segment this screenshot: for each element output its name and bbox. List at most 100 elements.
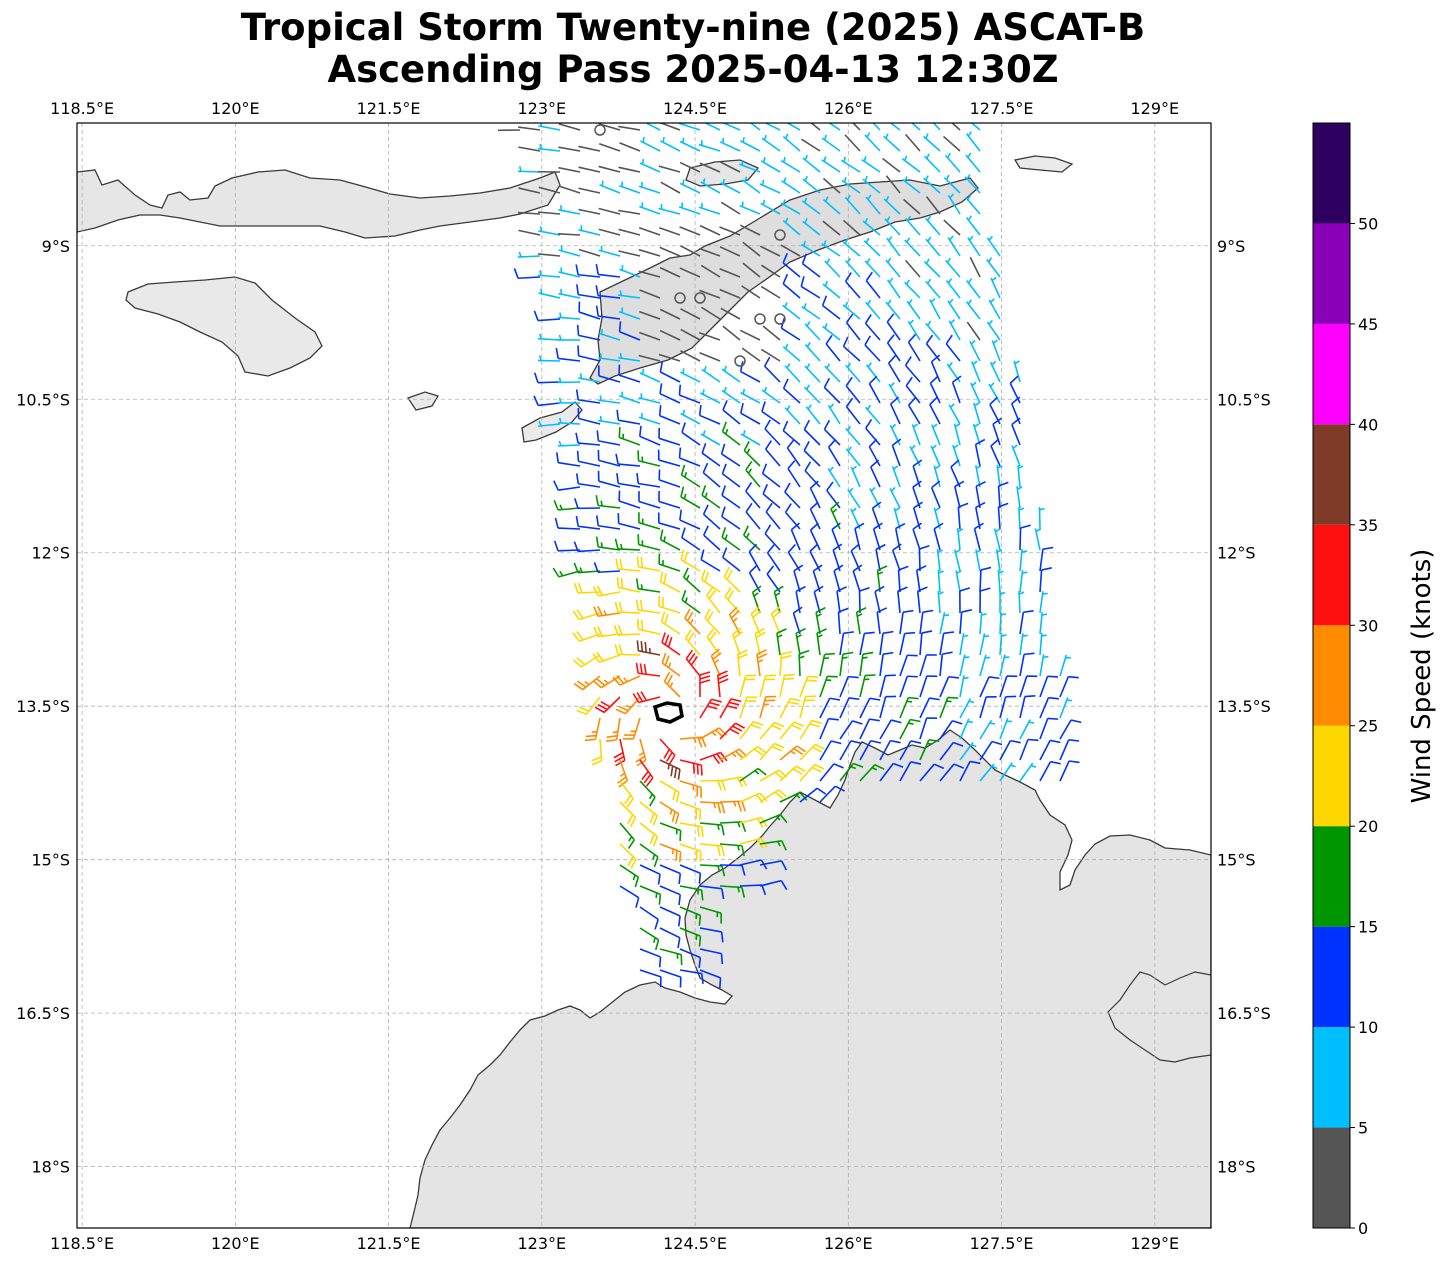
wind-barb xyxy=(606,717,621,742)
wind-barb xyxy=(576,324,601,341)
wind-barb xyxy=(679,801,702,821)
wind-barb xyxy=(557,417,581,425)
wind-barb xyxy=(679,969,704,984)
wind-barb xyxy=(897,586,908,614)
wind-barb xyxy=(863,237,881,257)
wind-barb xyxy=(970,123,981,131)
wind-barb xyxy=(1019,738,1039,761)
map-area xyxy=(77,123,1211,1228)
wind-barb xyxy=(759,860,788,871)
wind-barb xyxy=(638,425,661,446)
wind-barb xyxy=(538,288,561,299)
wind-barb xyxy=(819,785,845,803)
wind-barb xyxy=(533,395,561,407)
wind-barb xyxy=(680,245,701,257)
wind-barb xyxy=(886,236,901,257)
wind-barb xyxy=(883,195,901,215)
wind-barb xyxy=(575,389,601,404)
wind-barb xyxy=(679,509,701,530)
wind-barb xyxy=(743,440,761,467)
wind-barb xyxy=(614,644,641,656)
wind-barb xyxy=(865,299,881,320)
wind-barb xyxy=(741,347,761,362)
colorbar-bin xyxy=(1313,123,1350,224)
wind-barb xyxy=(852,564,863,593)
wind-barb xyxy=(698,331,721,341)
wind-barb xyxy=(1059,760,1080,782)
wind-barb xyxy=(975,465,982,488)
wind-barb xyxy=(518,126,541,131)
wind-barb xyxy=(638,512,661,530)
wind-barb xyxy=(739,745,767,761)
wind-barb xyxy=(979,696,997,719)
wind-barb xyxy=(578,225,601,236)
wind-barb xyxy=(868,438,881,467)
wind-barb xyxy=(719,800,747,812)
lon-tick-label: 129°E xyxy=(1130,99,1179,118)
wind-barb xyxy=(899,609,914,635)
wind-barb xyxy=(990,276,1001,299)
wind-barb xyxy=(739,159,761,173)
wind-barb xyxy=(827,403,841,425)
wind-barb xyxy=(659,822,682,841)
wind-barb xyxy=(915,565,927,593)
wind-barb xyxy=(950,123,961,131)
wind-barb xyxy=(925,196,941,215)
wind-barb xyxy=(1019,695,1036,719)
wind-barb xyxy=(617,513,641,530)
australia-mainland xyxy=(409,729,1211,1228)
wind-barb xyxy=(971,360,981,383)
wind-barb xyxy=(635,578,661,593)
wind-barb xyxy=(861,156,881,173)
colorbar-frame xyxy=(1312,122,1351,1229)
wind-barb xyxy=(865,404,881,425)
wind-barb xyxy=(780,244,801,257)
wind-barb xyxy=(904,133,921,152)
wind-barb xyxy=(699,751,728,765)
wind-barb xyxy=(995,549,1003,572)
wind-barb xyxy=(740,430,761,446)
wind-barb xyxy=(992,417,1003,446)
wind-barb xyxy=(967,235,981,257)
wind-barb xyxy=(907,319,921,341)
wind-barb xyxy=(804,461,821,488)
wind-barb xyxy=(638,412,661,425)
wind-barb xyxy=(819,675,838,698)
wind-barb xyxy=(557,334,581,341)
wind-barb xyxy=(790,522,801,551)
wind-barb xyxy=(681,590,701,614)
wind-barb xyxy=(638,181,661,194)
wind-barb xyxy=(986,319,1001,341)
wind-barb xyxy=(824,258,841,278)
wind-barb xyxy=(578,301,601,320)
wind-barb xyxy=(824,363,841,383)
wind-barb xyxy=(720,201,741,215)
wind-barb xyxy=(659,329,681,341)
colorbar-tick-label: 25 xyxy=(1358,717,1378,736)
wind-barb xyxy=(932,123,941,131)
wind-barb xyxy=(1011,417,1021,446)
wind-barb xyxy=(859,718,880,740)
wind-barb xyxy=(780,157,801,173)
wind-barb xyxy=(644,123,661,131)
wind-barb xyxy=(638,270,661,278)
wind-barb xyxy=(736,649,749,677)
wind-barb xyxy=(639,864,661,885)
wind-barb xyxy=(844,134,861,152)
wind-barb xyxy=(885,299,901,320)
wind-barb xyxy=(782,378,801,404)
wind-barb xyxy=(1019,633,1028,656)
wind-barb xyxy=(699,162,721,173)
wind-barb xyxy=(679,885,704,901)
wind-barb xyxy=(782,273,801,299)
wind-barb xyxy=(699,885,725,900)
wind-barb xyxy=(845,446,861,467)
wind-barb xyxy=(639,927,660,951)
wind-barb xyxy=(699,224,721,236)
wind-barb xyxy=(618,209,641,215)
wind-barb xyxy=(555,348,581,362)
wind-barb xyxy=(999,718,1012,740)
wind-barb xyxy=(598,352,621,362)
wind-barb xyxy=(637,534,661,551)
wind-barb xyxy=(925,215,941,236)
